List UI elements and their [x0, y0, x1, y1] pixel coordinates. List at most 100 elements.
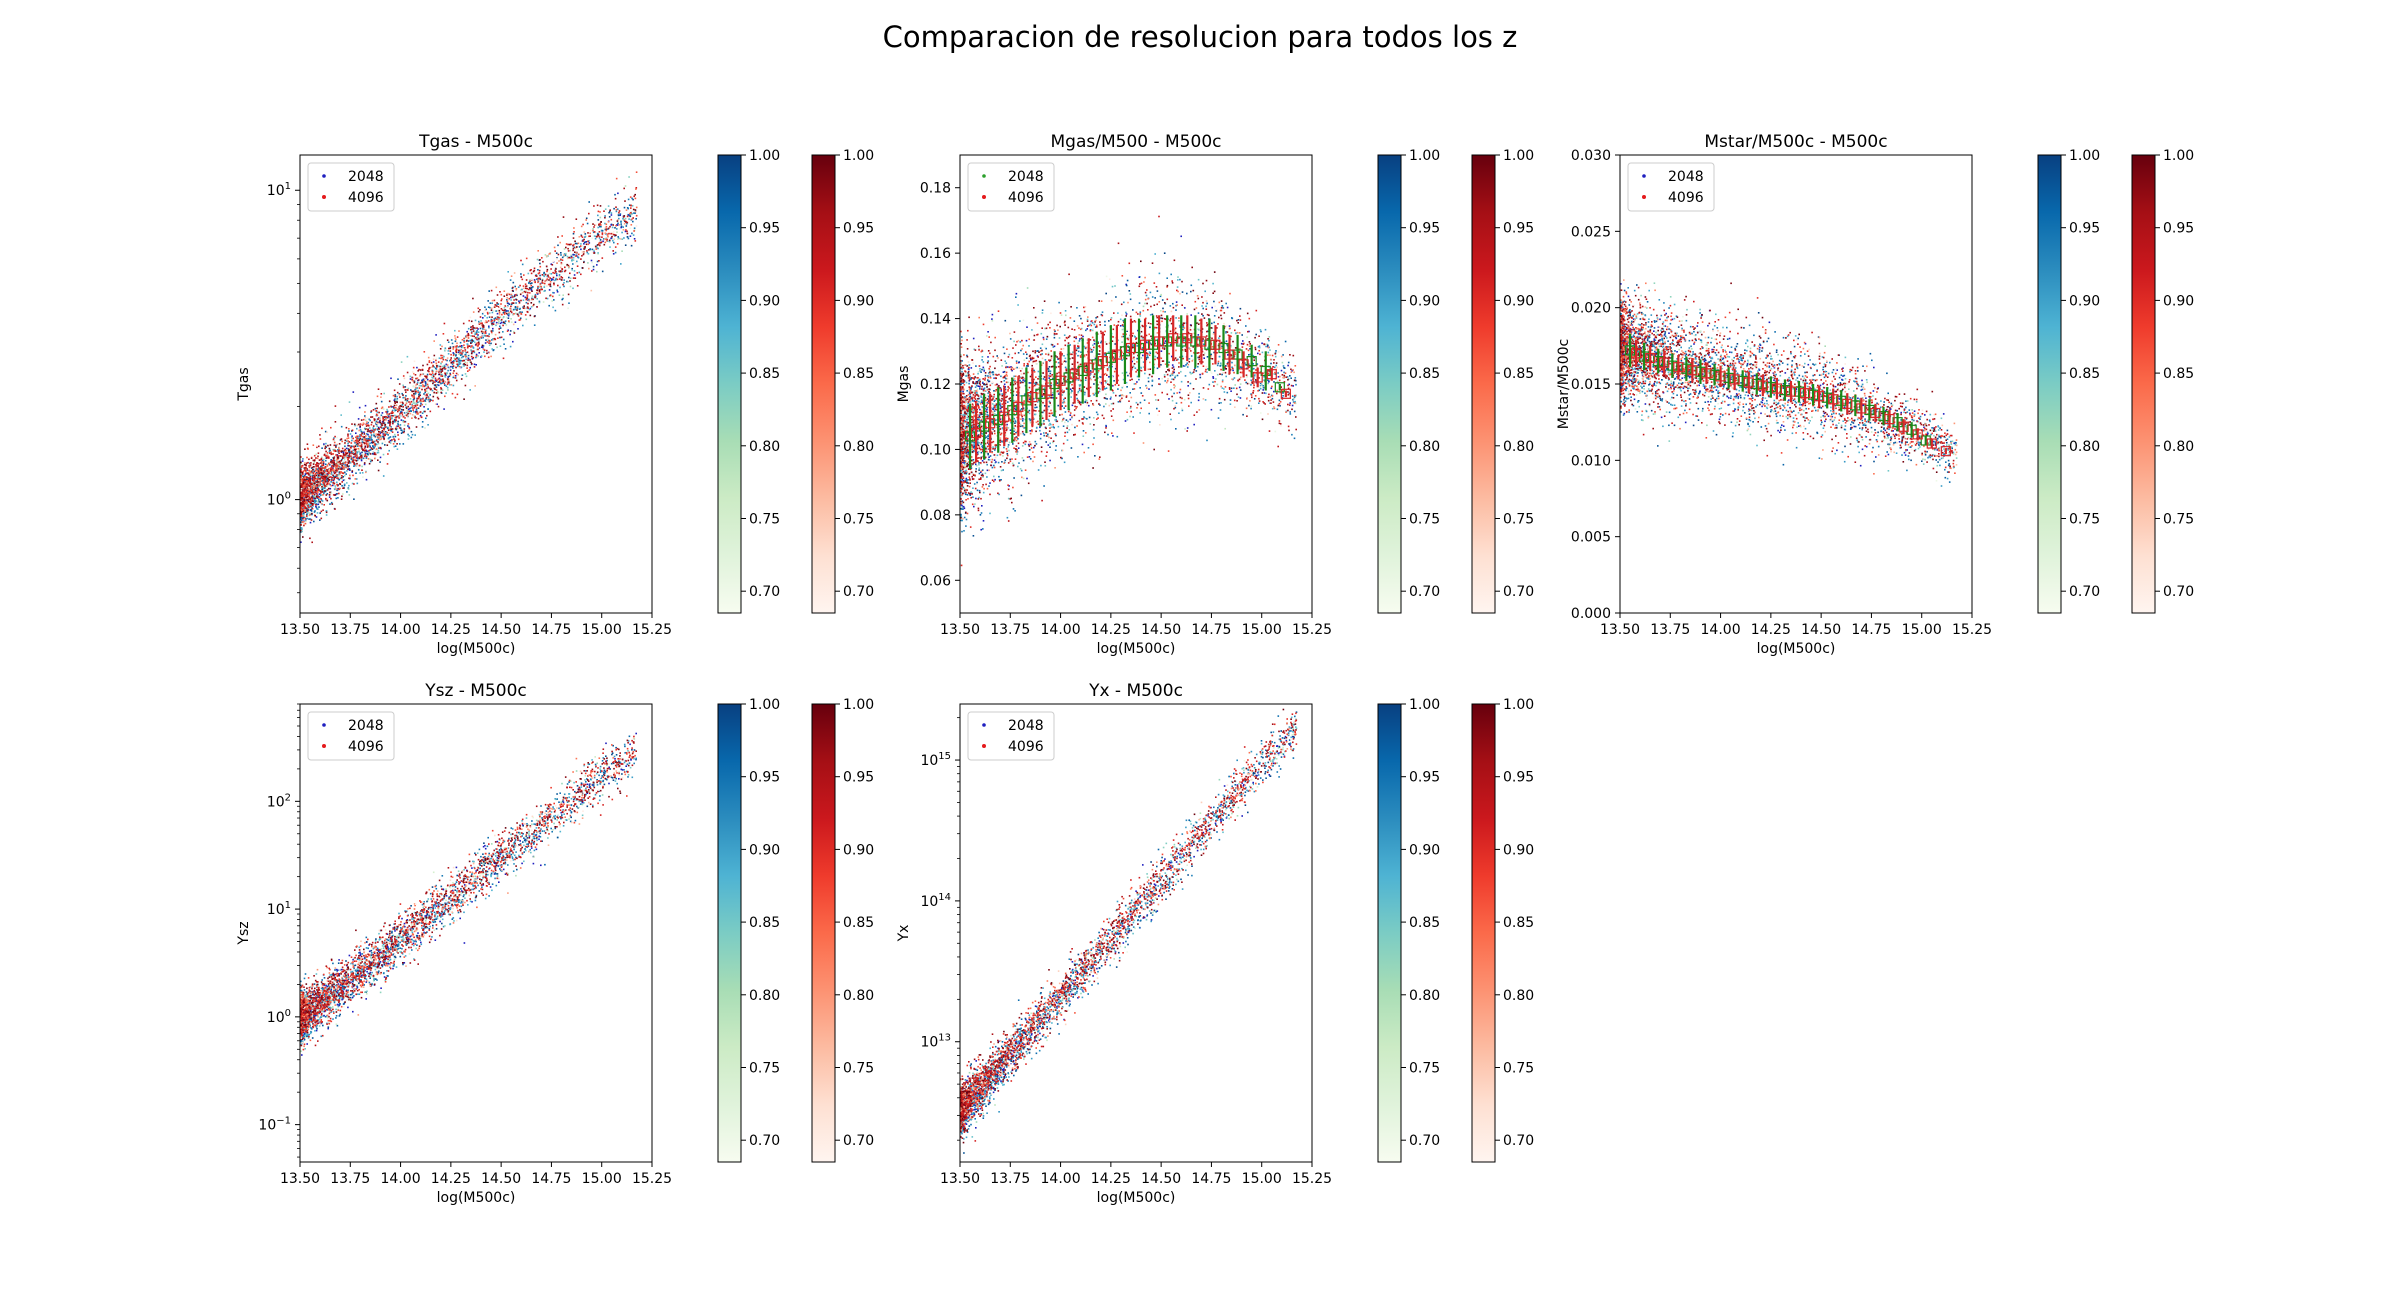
data-point	[1139, 315, 1142, 317]
data-point	[460, 366, 463, 368]
data-point	[360, 444, 363, 446]
data-point	[609, 210, 611, 213]
data-point	[342, 452, 345, 454]
data-point	[304, 517, 307, 520]
data-point	[583, 243, 585, 245]
data-point	[379, 436, 382, 438]
data-point	[458, 346, 460, 348]
data-point	[375, 433, 377, 435]
data-point	[467, 356, 469, 358]
data-point	[498, 309, 501, 312]
data-point	[319, 472, 321, 475]
data-point	[303, 523, 306, 525]
data-point	[635, 187, 638, 189]
data-point	[550, 263, 553, 265]
data-point	[416, 377, 419, 379]
data-point	[1180, 370, 1182, 373]
data-point	[386, 413, 389, 416]
data-point	[320, 458, 323, 461]
data-point	[355, 432, 357, 434]
data-point	[313, 461, 316, 464]
data-point	[487, 300, 489, 302]
data-point	[320, 502, 323, 505]
data-point	[421, 381, 424, 383]
data-point	[411, 406, 414, 408]
data-point	[312, 500, 314, 502]
data-point	[449, 373, 452, 376]
data-point	[436, 384, 439, 386]
data-point	[395, 404, 398, 407]
data-point	[348, 484, 350, 487]
data-point	[418, 387, 421, 389]
data-point	[300, 469, 302, 471]
data-point	[359, 472, 361, 474]
data-point	[632, 234, 635, 236]
data-point	[626, 221, 629, 224]
data-point	[519, 307, 521, 310]
data-point	[366, 439, 369, 442]
data-point	[338, 488, 340, 491]
data-point	[425, 376, 428, 379]
data-point	[348, 456, 350, 459]
data-point	[624, 200, 626, 202]
data-point	[510, 318, 512, 320]
data-point	[1041, 415, 1043, 417]
x-tick-label: 14.00	[381, 622, 421, 638]
data-point	[415, 400, 418, 403]
data-point	[314, 475, 316, 478]
data-point	[312, 491, 314, 493]
data-point	[332, 438, 335, 441]
data-point	[321, 459, 324, 462]
data-point	[314, 497, 316, 500]
data-point	[384, 423, 387, 426]
data-point	[475, 348, 478, 351]
data-point	[467, 353, 470, 355]
data-point	[368, 418, 370, 421]
data-point	[486, 316, 488, 319]
data-point	[311, 499, 313, 502]
data-point	[347, 458, 349, 460]
data-point	[569, 243, 571, 246]
data-point	[352, 458, 355, 461]
data-point	[576, 265, 579, 267]
data-point	[356, 482, 359, 485]
data-point	[436, 396, 439, 399]
data-point	[380, 437, 383, 440]
data-point	[501, 298, 503, 300]
data-point	[402, 396, 405, 399]
data-point	[320, 468, 322, 470]
data-point	[459, 341, 462, 344]
data-point	[423, 410, 425, 413]
data-point	[388, 441, 391, 443]
data-point	[302, 508, 305, 511]
data-point	[381, 427, 383, 429]
data-point	[539, 283, 542, 285]
data-point	[467, 340, 470, 342]
data-point	[396, 415, 399, 418]
data-point	[308, 504, 311, 506]
data-point	[586, 250, 588, 252]
data-point	[454, 340, 457, 343]
data-point	[357, 418, 360, 420]
data-point	[416, 397, 418, 400]
data-point	[488, 342, 490, 344]
data-point	[301, 478, 304, 481]
data-point	[525, 279, 528, 281]
data-point	[418, 400, 421, 403]
data-point	[382, 422, 385, 424]
data-point	[437, 398, 440, 400]
data-point	[340, 471, 343, 473]
data-point	[332, 474, 334, 477]
data-point	[616, 231, 618, 233]
data-point	[473, 327, 476, 329]
data-point	[587, 240, 589, 243]
data-point	[536, 278, 538, 280]
data-point	[599, 222, 601, 225]
data-point	[585, 219, 587, 221]
data-point	[333, 472, 336, 475]
data-point	[967, 372, 969, 374]
data-point	[588, 235, 590, 238]
data-point	[430, 388, 432, 390]
data-point	[407, 389, 409, 391]
data-point	[1157, 338, 1159, 341]
